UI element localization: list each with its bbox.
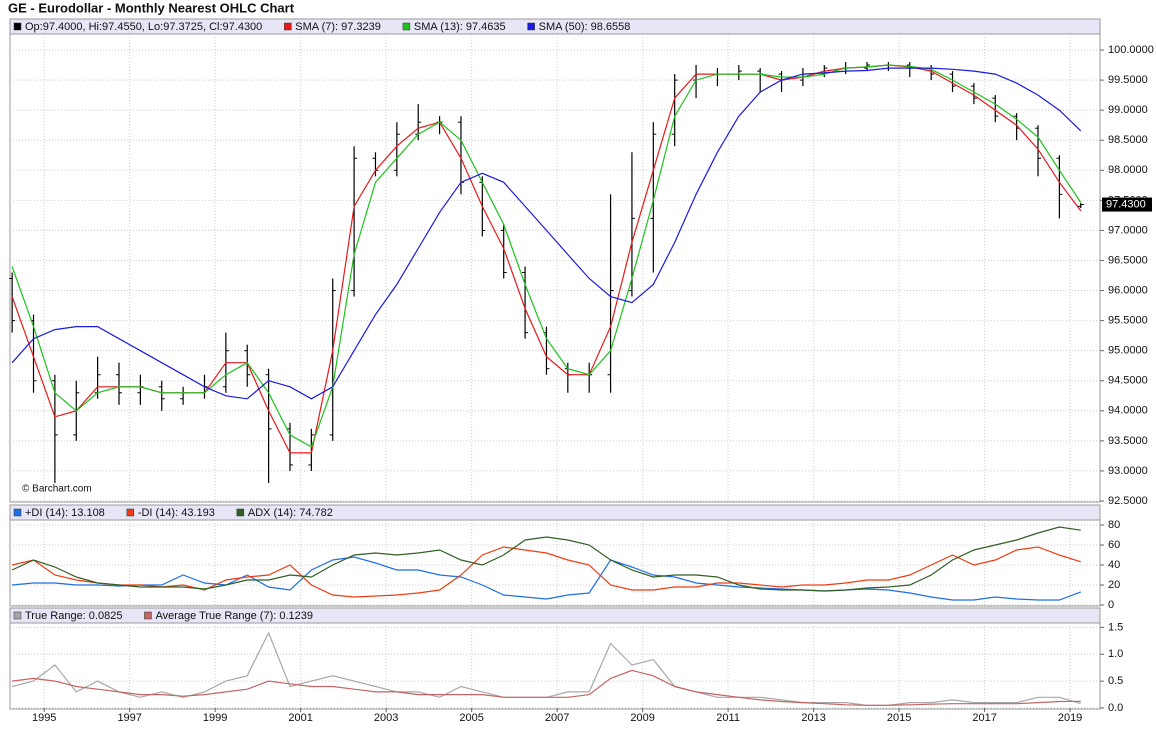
- y-tick-label: 93.0000: [1108, 465, 1148, 477]
- series-line: [12, 669, 1081, 706]
- y-tick-label: 93.5000: [1108, 435, 1148, 447]
- legend-swatch: [13, 22, 22, 31]
- x-tick-label: 2011: [716, 712, 740, 724]
- y-tick-label: 94.5000: [1108, 375, 1148, 387]
- x-tick-label: 2007: [545, 712, 569, 724]
- last-price-tag: [1102, 197, 1152, 212]
- legend-label: SMA (7): 97.3239: [295, 21, 381, 33]
- legend-swatch: [13, 508, 22, 517]
- y-tick-label: 92.5000: [1108, 495, 1148, 507]
- y-tick-label: 99.5000: [1108, 74, 1148, 86]
- y-tick-label: 0.5: [1108, 675, 1123, 687]
- y-tick-label: 80: [1108, 519, 1120, 531]
- y-tick-label: 98.0000: [1108, 164, 1148, 176]
- credit: © Barchart.com: [22, 484, 92, 495]
- legend-label: SMA (13): 97.4635: [414, 21, 506, 33]
- legend-band: [9, 18, 1101, 35]
- legend-swatch: [284, 22, 292, 31]
- legend-label: ADX (14): 74.782: [248, 507, 333, 519]
- legend-swatch: [236, 508, 245, 517]
- y-tick-label: 40: [1108, 559, 1120, 571]
- x-tick-label: 2003: [374, 712, 398, 724]
- series-line: [11, 546, 1081, 598]
- legend-swatch: [13, 611, 22, 620]
- series-line: [11, 526, 1081, 592]
- x-tick-label: 2013: [801, 712, 825, 724]
- x-tick-label: 1997: [117, 712, 141, 724]
- x-tick-label: 2005: [459, 712, 483, 724]
- y-tick-label: 97.0000: [1108, 224, 1148, 236]
- legend-label: -DI (14): 43.193: [138, 507, 215, 519]
- x-tick-label: 1995: [32, 712, 56, 724]
- y-tick-label: 95.5000: [1108, 315, 1148, 327]
- x-tick-label: 2017: [972, 712, 996, 724]
- y-tick-label: 20: [1108, 579, 1120, 591]
- y-tick-label: 95.0000: [1108, 345, 1148, 357]
- x-tick-label: 1999: [203, 712, 227, 724]
- legend-swatch: [126, 508, 135, 517]
- series-line: [11, 67, 1082, 400]
- y-tick-label: 0.0: [1108, 702, 1123, 714]
- legend-label: SMA (50): 98.6558: [539, 21, 631, 33]
- y-tick-label: 94.0000: [1108, 405, 1148, 417]
- y-tick-label: 98.5000: [1108, 134, 1148, 146]
- series-line: [11, 64, 1082, 448]
- y-tick-label: 60: [1108, 539, 1120, 551]
- x-tick-label: 2001: [288, 712, 312, 724]
- x-tick-label: 2009: [630, 712, 654, 724]
- y-tick-label: 1.0: [1108, 648, 1123, 660]
- x-tick-label: 2019: [1058, 712, 1082, 724]
- legend-swatch: [144, 611, 152, 620]
- y-tick-label: 0: [1108, 599, 1114, 611]
- chart-title: GE - Eurodollar - Monthly Nearest OHLC C…: [8, 0, 295, 15]
- legend-label: True Range: 0.0825: [25, 610, 122, 622]
- y-tick-label: 100.0000: [1108, 44, 1154, 56]
- x-tick-label: 2015: [887, 712, 911, 724]
- legend-swatch: [527, 22, 535, 31]
- y-tick-label: 1.5: [1108, 621, 1123, 633]
- legend-band: [9, 504, 1101, 521]
- y-tick-label: 99.0000: [1108, 104, 1148, 116]
- legend-label: +DI (14): 13.108: [25, 507, 105, 519]
- y-tick-label: 96.0000: [1108, 284, 1148, 296]
- legend-band: [9, 607, 1101, 624]
- legend-swatch: [402, 22, 411, 31]
- legend-label: Op:97.4000, Hi:97.4550, Lo:97.3725, Cl:9…: [25, 21, 262, 33]
- series-line: [12, 556, 1082, 601]
- y-tick-label: 96.5000: [1108, 254, 1148, 266]
- last-price-label: 97.4300: [1106, 198, 1146, 210]
- legend-label: Average True Range (7): 0.1239: [155, 610, 313, 622]
